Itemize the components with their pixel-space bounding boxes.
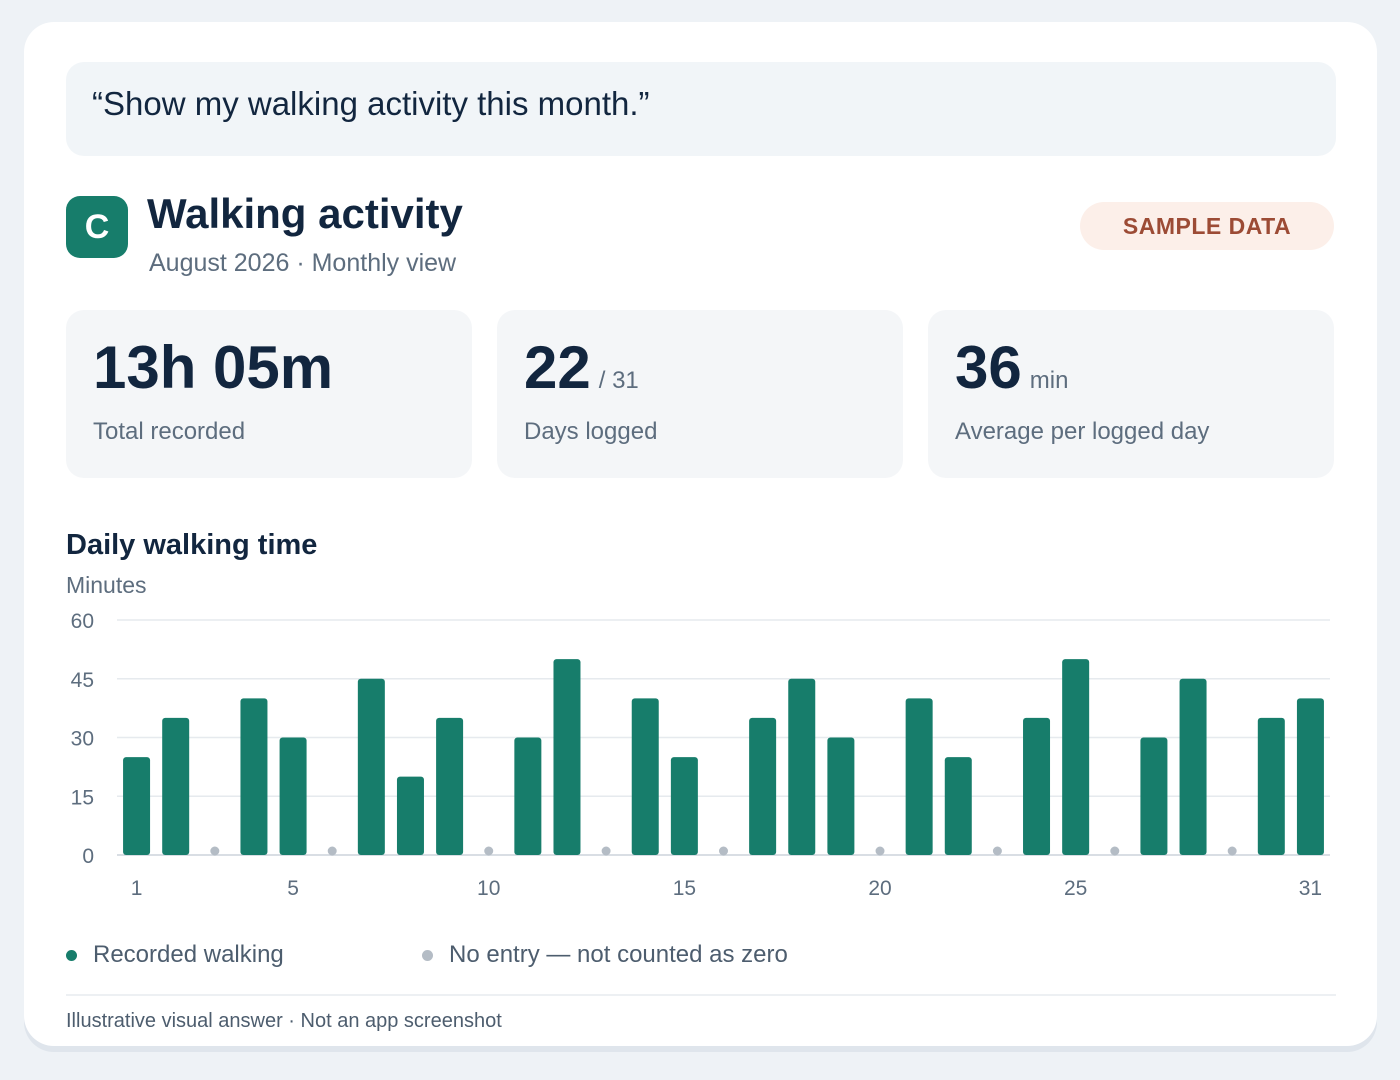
no-entry-dot [327, 846, 337, 856]
x-tick-label: 31 [1299, 877, 1322, 900]
bar [436, 717, 464, 855]
chart-title: Daily walking time [66, 529, 318, 561]
sample-data-badge: SAMPLE DATA [1080, 202, 1334, 250]
stat-label: Average per logged day [955, 418, 1210, 445]
no-entry-dot [601, 846, 611, 856]
stat-unit: / 31 [598, 367, 639, 394]
no-entry-dot [1227, 846, 1237, 856]
y-tick-label: 0 [82, 845, 94, 868]
stat-number: 13h 05m [93, 334, 334, 401]
no-entry-dot [719, 846, 728, 856]
user-query: “Show my walking activity this month.” [66, 62, 1336, 156]
x-tick-label: 5 [287, 877, 299, 900]
x-tick-label: 25 [1064, 877, 1087, 900]
no-entry-dot [210, 846, 220, 856]
x-tick-label: 10 [477, 877, 500, 900]
y-tick-label: 15 [71, 786, 94, 809]
stat-label: Total recorded [93, 418, 246, 445]
bar [1023, 717, 1051, 855]
bar [749, 717, 777, 855]
legend-no-entry: No entry — not counted as zero [422, 940, 788, 970]
bar [514, 737, 542, 855]
bar [670, 757, 698, 855]
bar [944, 757, 972, 855]
stat-number: 36 [955, 334, 1022, 401]
stat-value: 36 min [955, 336, 1068, 413]
answer-card: “Show my walking activity this month.” C… [24, 22, 1377, 1046]
no-entry-dot [875, 846, 885, 856]
bar [240, 698, 268, 855]
no-entry-dot [484, 846, 494, 856]
footer-note: Illustrative visual answer · Not an app … [66, 1010, 502, 1032]
bar [631, 698, 659, 855]
app-logo: C [66, 196, 128, 258]
y-tick-label: 60 [71, 610, 94, 633]
stat-value: 13h 05m [93, 336, 333, 400]
stat-card-average: 36 min Average per logged day [928, 310, 1334, 478]
bar [788, 678, 816, 855]
bar [1257, 717, 1285, 855]
x-tick-label: 20 [868, 877, 891, 900]
legend-dot-recorded [66, 949, 77, 961]
bar [1140, 737, 1168, 855]
bar [162, 717, 190, 855]
legend-dot-no-entry [422, 949, 433, 961]
stat-unit: min [1029, 367, 1069, 394]
bar [905, 698, 933, 855]
bar [1179, 678, 1207, 855]
bar [123, 757, 151, 855]
bar [553, 659, 581, 855]
stat-card-days: 22 / 31 Days logged [497, 310, 903, 478]
stat-label: Days logged [524, 418, 658, 445]
y-tick-label: 45 [71, 669, 94, 692]
x-tick-label: 15 [673, 877, 696, 900]
no-entry-dot [1110, 846, 1120, 856]
bar [1062, 659, 1090, 855]
bar [357, 678, 385, 855]
bar [396, 776, 424, 855]
stat-value: 22 / 31 [524, 336, 639, 413]
legend-label-recorded: Recorded walking [93, 941, 284, 968]
page-title: Walking activity [147, 190, 463, 237]
bar [279, 737, 307, 855]
logo-letter: C [84, 207, 110, 246]
footer-divider [66, 994, 1336, 996]
bar [1296, 698, 1324, 855]
y-tick-label: 30 [71, 728, 94, 751]
legend-label-no-entry: No entry — not counted as zero [449, 941, 788, 968]
legend-recorded: Recorded walking [66, 940, 284, 970]
chart-y-axis-label: Minutes [66, 572, 147, 598]
stat-card-total: 13h 05m Total recorded [66, 310, 472, 478]
stat-number: 22 [524, 334, 591, 401]
page-subtitle: August 2026 · Monthly view [149, 249, 457, 277]
bar [827, 737, 855, 855]
no-entry-dot [992, 846, 1002, 856]
x-tick-label: 1 [131, 877, 143, 900]
